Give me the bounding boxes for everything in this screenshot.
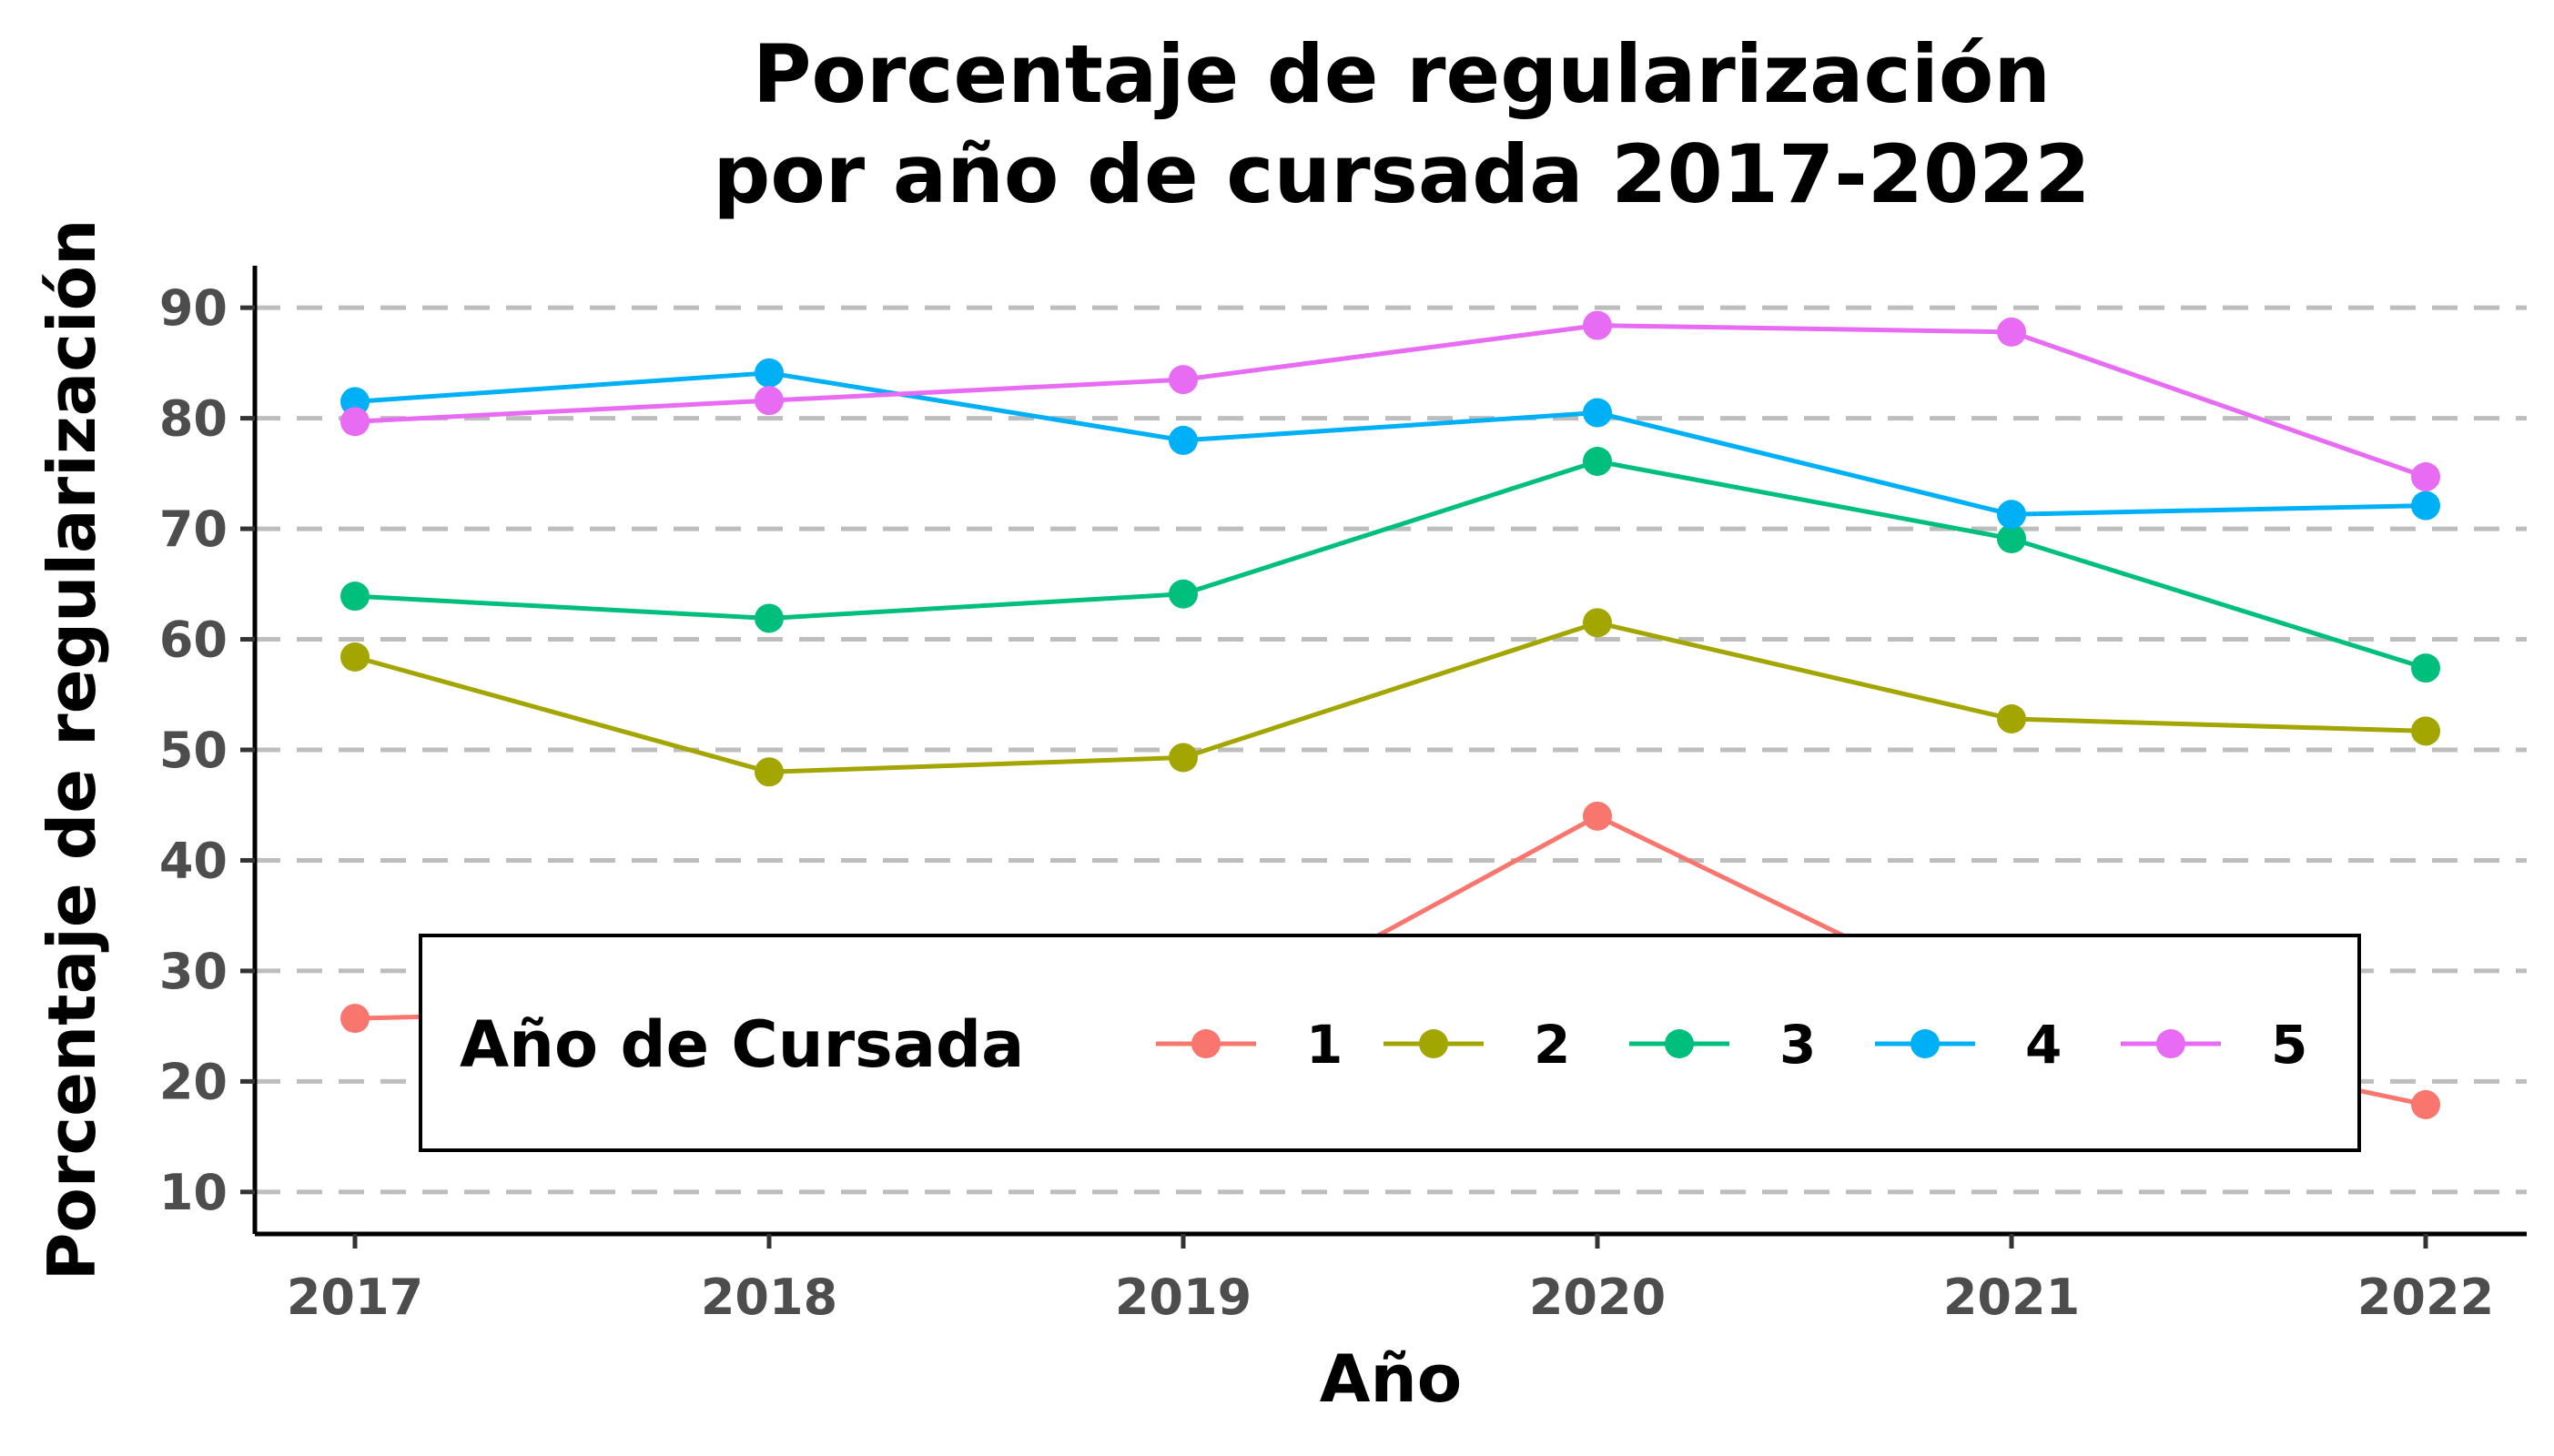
x-tick-label: 2018 <box>701 1269 837 1326</box>
legend-title: Año de Cursada <box>460 1007 1024 1082</box>
data-point-series-2-2022 <box>2411 716 2440 746</box>
data-point-series-5-2022 <box>2411 461 2440 491</box>
data-point-series-1-2017 <box>340 1004 370 1034</box>
y-tick-label: 30 <box>159 943 228 1000</box>
x-tick-label: 2020 <box>1529 1269 1666 1326</box>
legend-key-point-1 <box>1191 1029 1221 1058</box>
data-point-series-2-2019 <box>1169 743 1198 773</box>
y-axis-title: Porcentaje de regularización <box>34 219 110 1281</box>
data-point-series-3-2017 <box>340 581 370 612</box>
y-tick-label: 40 <box>159 832 228 889</box>
legend-key-point-5 <box>2156 1029 2185 1058</box>
series-line-5 <box>354 323 2427 480</box>
legend-label-5: 5 <box>2271 1014 2307 1076</box>
data-point-series-4-2021 <box>1997 500 2026 530</box>
chart-title-line-2: por año de cursada 2017-2022 <box>713 127 2090 221</box>
data-point-series-2-2020 <box>1583 608 1612 638</box>
data-point-series-5-2020 <box>1583 310 1612 340</box>
x-tick-label: 2021 <box>1943 1269 2080 1326</box>
y-tick-label: 60 <box>159 612 228 669</box>
data-point-series-4-2018 <box>755 358 784 388</box>
data-point-series-4-2020 <box>1583 398 1612 428</box>
legend-key-point-4 <box>1910 1029 1940 1058</box>
data-point-series-5-2018 <box>755 386 784 416</box>
y-axis-ticks: 10 20 30 40 50 60 70 80 90 <box>159 279 255 1221</box>
legend-items: 1 2 3 4 5 <box>1156 1014 2307 1076</box>
series-line-3 <box>354 459 2427 671</box>
y-tick-label: 20 <box>159 1053 228 1110</box>
data-point-series-3-2022 <box>2411 653 2440 683</box>
data-point-series-1-2022 <box>2411 1089 2440 1119</box>
legend-label-4: 4 <box>2025 1014 2062 1076</box>
legend: Año de Cursada 1 2 3 4 5 <box>419 934 2361 1152</box>
legend-label-3: 3 <box>1779 1014 1816 1076</box>
y-tick-label: 50 <box>159 722 228 779</box>
data-point-series-5-2019 <box>1169 365 1198 395</box>
y-tick-label: 90 <box>159 279 228 337</box>
x-tick-label: 2019 <box>1115 1269 1252 1326</box>
x-tick-label: 2022 <box>2357 1269 2494 1326</box>
chart-title-line-1: Porcentaje de regularización <box>753 27 2051 121</box>
x-axis-title: Año <box>1320 1340 1462 1417</box>
x-tick-label: 2017 <box>287 1269 423 1326</box>
data-point-series-3-2020 <box>1583 446 1612 476</box>
legend-label-1: 1 <box>1306 1014 1343 1076</box>
data-point-series-3-2018 <box>755 603 784 633</box>
series-line-2 <box>354 620 2427 774</box>
data-point-series-2-2021 <box>1997 703 2026 733</box>
data-point-series-2-2018 <box>755 757 784 787</box>
data-point-series-4-2019 <box>1169 425 1198 455</box>
y-tick-label: 80 <box>159 390 228 448</box>
data-point-series-4-2022 <box>2411 490 2440 521</box>
legend-key-point-2 <box>1419 1029 1448 1058</box>
data-point-series-4-2017 <box>340 387 370 417</box>
data-point-series-3-2019 <box>1169 579 1198 609</box>
data-point-series-3-2021 <box>1997 524 2026 554</box>
x-axis-ticks: 2017 2018 2019 2020 2021 2022 <box>287 1234 2494 1326</box>
series-line-4 <box>354 370 2427 517</box>
data-point-series-1-2020 <box>1583 801 1612 831</box>
y-tick-label: 10 <box>159 1164 228 1221</box>
legend-label-2: 2 <box>1534 1014 1570 1076</box>
data-point-series-5-2017 <box>340 407 370 437</box>
legend-key-point-3 <box>1665 1029 1694 1058</box>
data-point-series-5-2021 <box>1997 317 2026 347</box>
y-tick-label: 70 <box>159 500 228 558</box>
data-point-series-2-2017 <box>340 642 370 672</box>
